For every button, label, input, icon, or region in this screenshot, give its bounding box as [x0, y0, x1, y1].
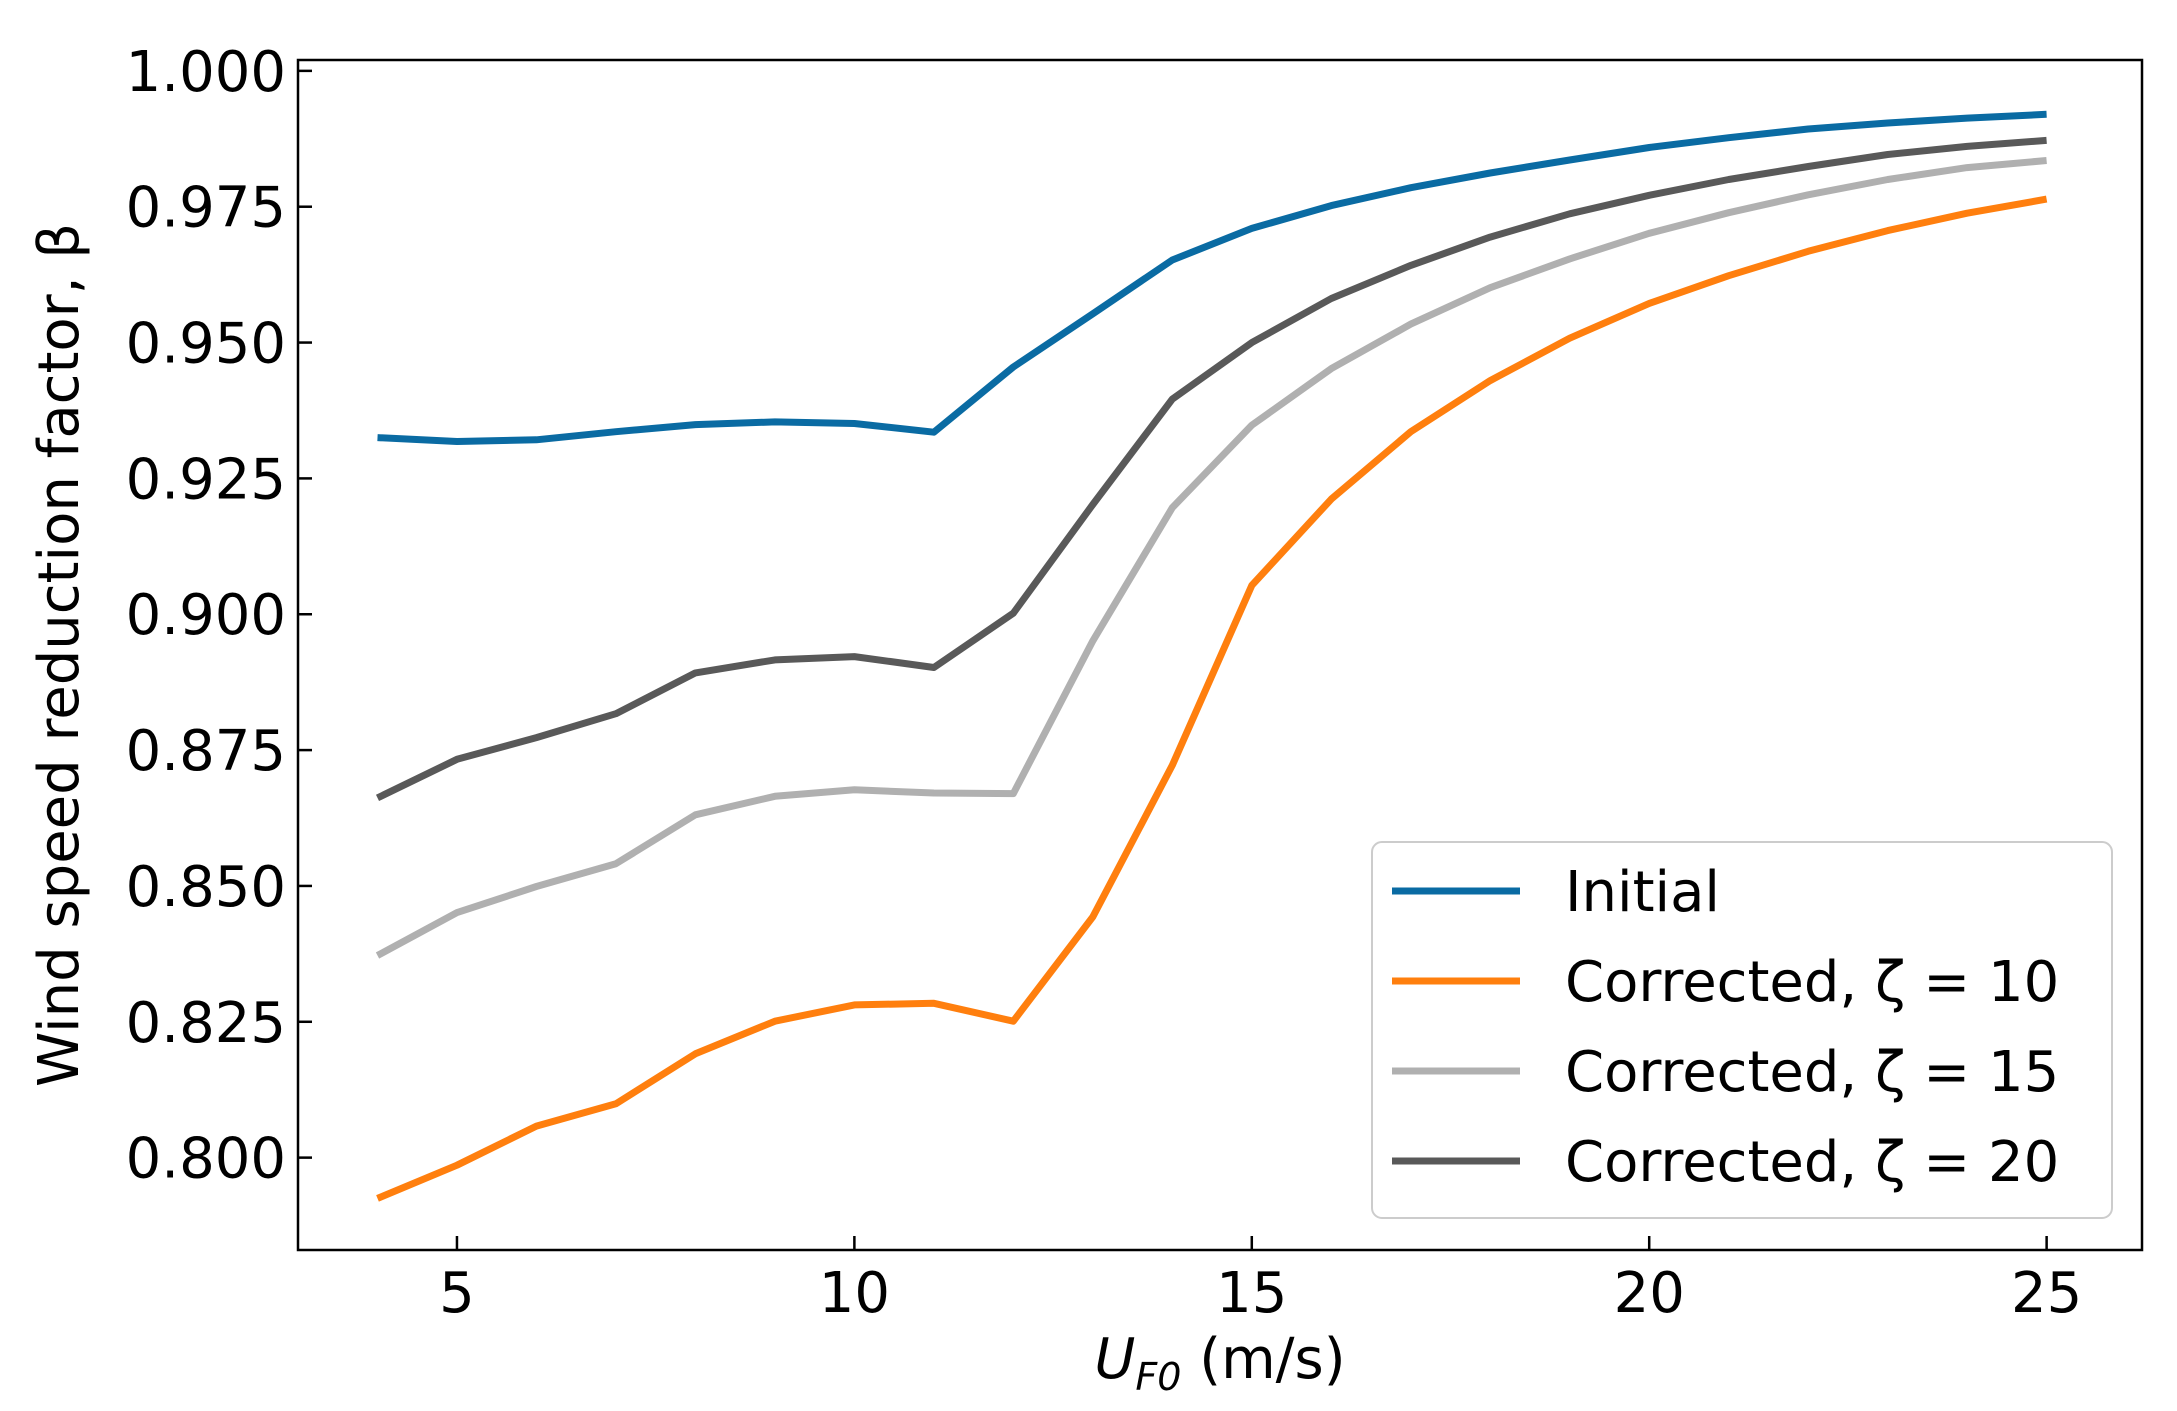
- x-axis-label: UF0 (m/s): [1094, 1327, 1345, 1399]
- y-tick-label: 0.900: [126, 583, 286, 648]
- series-line-0: [378, 114, 2047, 441]
- x-tick-label: 5: [439, 1261, 475, 1326]
- legend-label-corrected-20: Corrected, ζ = 20: [1565, 1130, 2059, 1195]
- x-tick-label: 20: [1614, 1261, 1685, 1326]
- x-axis-subscript: F0: [1135, 1355, 1181, 1399]
- legend-label-corrected-15: Corrected, ζ = 15: [1565, 1040, 2059, 1105]
- x-axis-unit: (m/s): [1181, 1327, 1345, 1392]
- y-tick-label: 0.925: [126, 447, 286, 512]
- line-chart: 5 10 15 20 25 0.800 0.825 0.850 0.875 0.900 0.925…: [0, 0, 2177, 1411]
- y-tick-label: 0.950: [126, 312, 286, 377]
- x-axis-symbol: U: [1094, 1327, 1135, 1392]
- y-tick-label: 0.850: [126, 855, 286, 920]
- y-axis-label: Wind speed reduction factor, β: [27, 223, 92, 1087]
- legend: Initial Corrected, ζ = 10 Corrected, ζ =…: [1372, 842, 2112, 1218]
- x-tick-label: 25: [2011, 1261, 2082, 1326]
- x-tick-label: 10: [819, 1261, 890, 1326]
- y-tick-label: 0.975: [126, 176, 286, 241]
- y-tick-label: 1.000: [126, 40, 286, 105]
- y-tick-label: 0.800: [126, 1127, 286, 1192]
- series-line-2: [378, 161, 2047, 956]
- y-tick-label: 0.825: [126, 991, 286, 1056]
- x-tick-label: 15: [1216, 1261, 1287, 1326]
- y-ticks: 0.800 0.825 0.850 0.875 0.900 0.925 0.950 0.975…: [126, 40, 312, 1192]
- legend-label-initial: Initial: [1565, 860, 1720, 925]
- y-tick-label: 0.875: [126, 719, 286, 784]
- legend-label-corrected-10: Corrected, ζ = 10: [1565, 950, 2059, 1015]
